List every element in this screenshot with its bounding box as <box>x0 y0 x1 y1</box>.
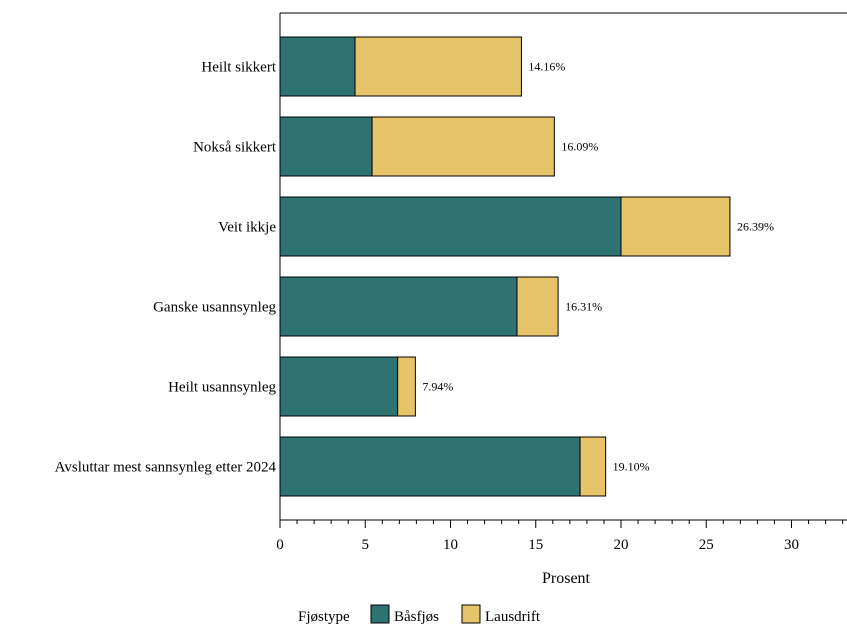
x-tick-label-20: 20 <box>614 537 629 553</box>
bar-avsluttar-mest-sannsynleg-etter-2024-lausdrift <box>579 436 607 497</box>
bar-heilt-sikkert-lausdrift <box>354 36 522 97</box>
bar-veit-ikkje-basfjos <box>279 196 622 257</box>
legend-label-lausdrift: Lausdrift <box>485 609 541 625</box>
labels-layer: 14.16% Heilt sikkert 16.09% Nokså sikkert 26… <box>55 60 799 554</box>
legend-title: Fjøstype <box>298 609 350 625</box>
data-label-veit-ikkje: 26.39% <box>737 220 774 234</box>
bar-heilt-sikkert-basfjos <box>279 36 356 97</box>
bars-layer <box>279 36 731 497</box>
data-label-ganske-usannsynleg: 16.31% <box>565 300 602 314</box>
x-tick-label-30: 30 <box>784 537 799 553</box>
category-label-noksa-sikkert: Nokså sikkert <box>193 140 277 156</box>
category-label-heilt-usannsynleg: Heilt usannsynleg <box>168 380 276 396</box>
data-label-heilt-sikkert: 14.16% <box>528 60 565 74</box>
axes-layer <box>279 12 847 528</box>
category-label-veit-ikkje: Veit ikkje <box>218 220 276 236</box>
bar-veit-ikkje-lausdrift <box>620 196 731 257</box>
x-tick-label-5: 5 <box>362 537 370 553</box>
legend: Fjøstype Båsfjøs Lausdrift <box>298 604 541 625</box>
x-axis-title: Prosent <box>542 570 591 587</box>
x-tick-label-0: 0 <box>276 537 284 553</box>
bar-heilt-usannsynleg-lausdrift <box>397 356 416 417</box>
x-tick-label-15: 15 <box>528 537 543 553</box>
data-label-noksa-sikkert: 16.09% <box>561 140 598 154</box>
category-label-avsluttar-mest-sannsynleg-etter-2024: Avsluttar mest sannsynleg etter 2024 <box>55 460 277 476</box>
data-label-heilt-usannsynleg: 7.94% <box>422 380 453 394</box>
category-label-heilt-sikkert: Heilt sikkert <box>201 60 276 76</box>
legend-swatch-basfjos <box>370 604 390 624</box>
x-tick-label-10: 10 <box>443 537 458 553</box>
bar-avsluttar-mest-sannsynleg-etter-2024-basfjos <box>279 436 581 497</box>
legend-label-basfjos: Båsfjøs <box>394 609 439 625</box>
bar-ganske-usannsynleg-lausdrift <box>516 276 559 337</box>
bar-heilt-usannsynleg-basfjos <box>279 356 399 417</box>
bar-noksa-sikkert-lausdrift <box>371 116 555 177</box>
bar-ganske-usannsynleg-basfjos <box>279 276 518 337</box>
x-tick-label-25: 25 <box>699 537 714 553</box>
bar-noksa-sikkert-basfjos <box>279 116 373 177</box>
legend-swatch-lausdrift <box>461 604 481 624</box>
data-label-avsluttar-mest-sannsynleg-etter-2024: 19.10% <box>613 460 650 474</box>
category-label-ganske-usannsynleg: Ganske usannsynleg <box>153 300 276 316</box>
